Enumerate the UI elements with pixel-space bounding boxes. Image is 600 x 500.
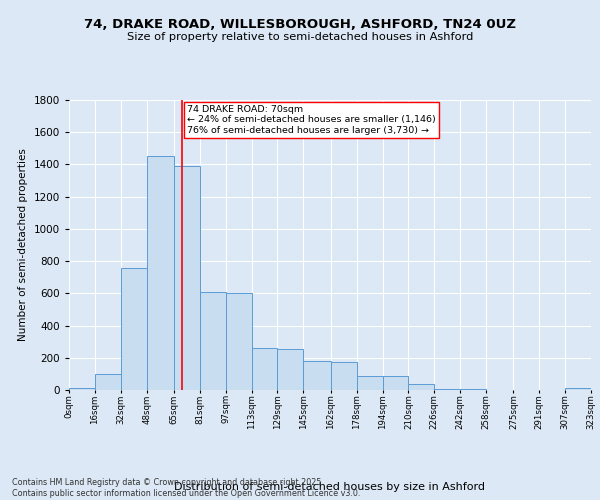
Text: 74, DRAKE ROAD, WILLESBOROUGH, ASHFORD, TN24 0UZ: 74, DRAKE ROAD, WILLESBOROUGH, ASHFORD, … [84, 18, 516, 30]
Bar [69, 388, 95, 390]
Bar [460, 389, 486, 390]
Bar [200, 292, 226, 390]
Bar [331, 362, 356, 390]
Text: Contains HM Land Registry data © Crown copyright and database right 2025.
Contai: Contains HM Land Registry data © Crown c… [12, 478, 361, 498]
Bar [565, 388, 591, 390]
Text: Size of property relative to semi-detached houses in Ashford: Size of property relative to semi-detach… [127, 32, 473, 42]
Bar [356, 376, 383, 390]
Bar [251, 348, 277, 390]
Bar [226, 292, 251, 390]
Bar [121, 268, 146, 390]
Y-axis label: Number of semi-detached properties: Number of semi-detached properties [18, 148, 28, 342]
Bar [174, 166, 200, 390]
Bar [95, 374, 121, 390]
Bar [277, 349, 304, 390]
Bar [146, 156, 174, 390]
Bar [383, 376, 409, 390]
Text: 74 DRAKE ROAD: 70sqm
← 24% of semi-detached houses are smaller (1,146)
76% of se: 74 DRAKE ROAD: 70sqm ← 24% of semi-detac… [187, 105, 436, 134]
Bar [409, 384, 434, 390]
Bar [304, 361, 331, 390]
X-axis label: Distribution of semi-detached houses by size in Ashford: Distribution of semi-detached houses by … [175, 482, 485, 492]
Bar [434, 389, 460, 390]
